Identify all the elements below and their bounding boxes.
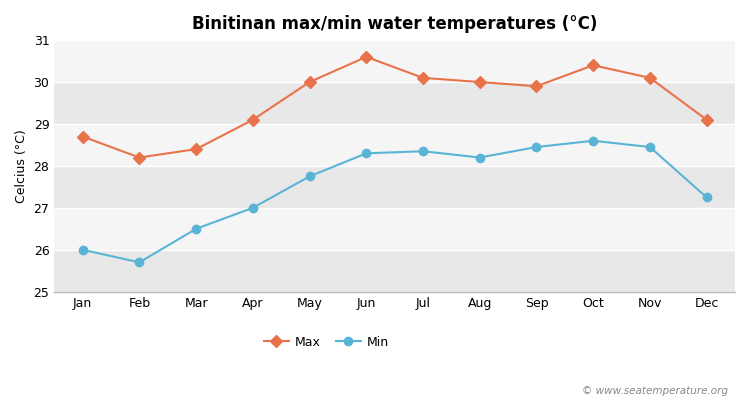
Min	[78, 247, 87, 252]
Min	[419, 149, 428, 154]
Max	[532, 84, 541, 89]
Bar	[54, 166, 735, 208]
Min	[532, 145, 541, 150]
Bar	[54, 250, 735, 292]
Line: Min: Min	[79, 136, 711, 266]
Bar	[54, 124, 735, 166]
Min	[476, 155, 484, 160]
Min	[191, 226, 200, 231]
Max	[248, 117, 257, 122]
Min	[135, 260, 144, 265]
Max	[476, 80, 484, 84]
Max	[78, 134, 87, 139]
Max	[646, 76, 655, 80]
Bar	[54, 208, 735, 250]
Bar	[54, 40, 735, 82]
Max	[702, 117, 711, 122]
Y-axis label: Celcius (°C): Celcius (°C)	[15, 129, 28, 203]
Max	[135, 155, 144, 160]
Line: Max: Max	[79, 53, 711, 162]
Bar	[54, 82, 735, 124]
Min	[305, 174, 314, 179]
Min	[589, 138, 598, 143]
Min	[362, 151, 370, 156]
Max	[305, 80, 314, 84]
Max	[362, 54, 370, 59]
Min	[702, 195, 711, 200]
Min	[646, 145, 655, 150]
Title: Binitinan max/min water temperatures (°C): Binitinan max/min water temperatures (°C…	[192, 15, 597, 33]
Legend: Max, Min: Max, Min	[259, 331, 394, 354]
Max	[589, 63, 598, 68]
Max	[419, 76, 428, 80]
Min	[248, 206, 257, 210]
Max	[191, 147, 200, 152]
Text: © www.seatemperature.org: © www.seatemperature.org	[581, 386, 728, 396]
